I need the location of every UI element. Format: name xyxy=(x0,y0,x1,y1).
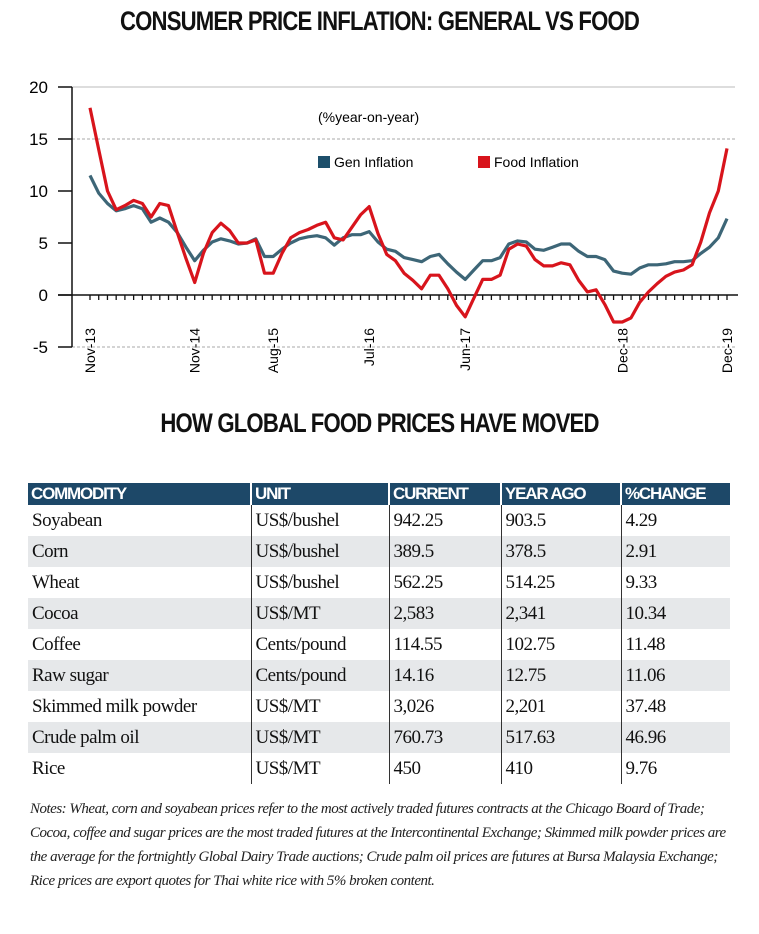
table-row: Corn US$/bushel 389.5 378.5 2.91 xyxy=(28,536,730,567)
cell-unit: US$/MT xyxy=(251,598,390,629)
x-axis: Nov-13 Nov-14 Aug-15 Jul-16 Jun-17 Dec-18 Dec-… xyxy=(58,294,738,373)
col-header-year-ago: YEAR AGO xyxy=(501,483,622,505)
food-prices-table: COMMODITY UNIT CURRENT YEAR AGO %CHANGE … xyxy=(28,483,730,784)
cell-year-ago: 903.5 xyxy=(501,505,622,536)
x-tick-label: Dec-18 xyxy=(614,328,630,373)
series-line-gen-inflation xyxy=(88,174,729,281)
legend: Gen Inflation Food Inflation xyxy=(318,154,579,170)
cell-commodity: Cocoa xyxy=(28,598,252,629)
cell-unit: Cents/pound xyxy=(251,629,390,660)
cell-current: 14.16 xyxy=(389,660,502,691)
table-row: Crude palm oil US$/MT 760.73 517.63 46.96 xyxy=(28,722,730,753)
y-tick-label: 10 xyxy=(29,182,48,201)
col-header-change: %CHANGE xyxy=(621,483,730,505)
table-row: Coffee Cents/pound 114.55 102.75 11.48 xyxy=(28,629,730,660)
cell-change: 11.48 xyxy=(625,633,666,655)
x-tick-label: Nov-13 xyxy=(82,328,98,373)
cell-year-ago: 102.75 xyxy=(501,629,622,660)
y-tick-label: 0 xyxy=(39,286,48,305)
cell-current: 2,583 xyxy=(389,598,502,629)
cell-year-ago: 12.75 xyxy=(501,660,622,691)
cell-commodity: Coffee xyxy=(28,629,252,660)
cell-change: 4.29 xyxy=(625,509,658,531)
cell-commodity: Skimmed milk powder xyxy=(28,691,252,722)
cell-year-ago: 410 xyxy=(501,753,622,784)
cell-unit: US$/MT xyxy=(251,691,390,722)
cell-change: 46.96 xyxy=(621,722,730,753)
gridlines xyxy=(72,86,735,348)
table-row: Raw sugar Cents/pound 14.16 12.75 11.06 xyxy=(28,660,730,691)
cell-year-ago: 378.5 xyxy=(501,536,622,567)
cell-change: 10.34 xyxy=(621,598,730,629)
legend-swatch-food xyxy=(478,156,490,168)
cell-change: 9.76 xyxy=(625,757,658,779)
cell-commodity: Soyabean xyxy=(28,505,252,536)
col-header-current: CURRENT xyxy=(389,483,502,505)
x-tick-label: Dec-19 xyxy=(719,328,735,373)
legend-swatch-gen xyxy=(318,156,330,168)
x-tick-label: Jun-17 xyxy=(457,328,473,371)
y-axis: 20 15 10 5 0 -5 xyxy=(29,78,73,357)
cell-unit: US$/bushel xyxy=(251,505,390,536)
legend-label-food: Food Inflation xyxy=(494,154,579,170)
unit-annotation: (%year-on-year) xyxy=(318,109,419,125)
cell-unit: US$/bushel xyxy=(251,567,390,598)
cell-current: 114.55 xyxy=(389,629,502,660)
cell-change: 11.06 xyxy=(621,660,730,691)
x-tick-label: Nov-14 xyxy=(187,328,203,373)
table-header-row: COMMODITY UNIT CURRENT YEAR AGO %CHANGE xyxy=(28,483,730,505)
notes: Notes: Wheat, corn and soyabean prices r… xyxy=(30,801,726,889)
table-row: Soyabean US$/bushel 942.25 903.5 4.29 xyxy=(28,505,730,536)
cell-year-ago: 517.63 xyxy=(501,722,622,753)
cell-commodity: Raw sugar xyxy=(28,660,252,691)
table-row: Rice US$/MT 450 410 9.76 xyxy=(28,753,730,784)
legend-label-gen: Gen Inflation xyxy=(334,154,413,170)
inflation-line-chart: 20 15 10 5 0 -5 Nov-13 Nov-14 Aug-15 Jul-16 Jun-1… xyxy=(29,78,738,373)
cell-change: 2.91 xyxy=(621,536,730,567)
cell-commodity: Crude palm oil xyxy=(28,722,252,753)
cell-commodity: Corn xyxy=(28,536,252,567)
cell-current: 562.25 xyxy=(389,567,502,598)
cell-commodity: Rice xyxy=(28,753,252,784)
cell-current: 3,026 xyxy=(389,691,502,722)
y-tick-label: -5 xyxy=(33,338,48,357)
cell-year-ago: 514.25 xyxy=(501,567,622,598)
table-row: Wheat US$/bushel 562.25 514.25 9.33 xyxy=(28,567,730,598)
chart-title: CONSUMER PRICE INFLATION: GENERAL VS FOO… xyxy=(119,6,640,36)
y-tick-label: 15 xyxy=(29,130,48,149)
table-row: Cocoa US$/MT 2,583 2,341 10.34 xyxy=(28,598,730,629)
cell-unit: US$/bushel xyxy=(251,536,390,567)
cell-year-ago: 2,341 xyxy=(501,598,622,629)
table-title: HOW GLOBAL FOOD PRICES HAVE MOVED xyxy=(160,408,599,438)
cell-change: 9.33 xyxy=(625,571,658,593)
table-row: Skimmed milk powder US$/MT 3,026 2,201 37.48 xyxy=(28,691,730,722)
cell-current: 450 xyxy=(389,753,502,784)
col-header-commodity: COMMODITY xyxy=(28,483,252,505)
cell-unit: Cents/pound xyxy=(251,660,390,691)
cell-year-ago: 2,201 xyxy=(501,691,622,722)
cell-current: 760.73 xyxy=(389,722,502,753)
series-line-food-inflation xyxy=(88,107,729,324)
cell-change: 37.48 xyxy=(625,695,667,717)
cell-commodity: Wheat xyxy=(28,567,252,598)
cell-current: 942.25 xyxy=(389,505,502,536)
x-tick-label: Aug-15 xyxy=(265,328,281,373)
y-tick-label: 5 xyxy=(39,234,48,253)
cell-unit: US$/MT xyxy=(251,753,390,784)
cell-current: 389.5 xyxy=(389,536,502,567)
series-lines xyxy=(88,107,729,324)
x-tick-label: Jul-16 xyxy=(361,328,377,366)
col-header-unit: UNIT xyxy=(251,483,390,505)
cell-unit: US$/MT xyxy=(251,722,390,753)
y-tick-label: 20 xyxy=(29,78,48,97)
